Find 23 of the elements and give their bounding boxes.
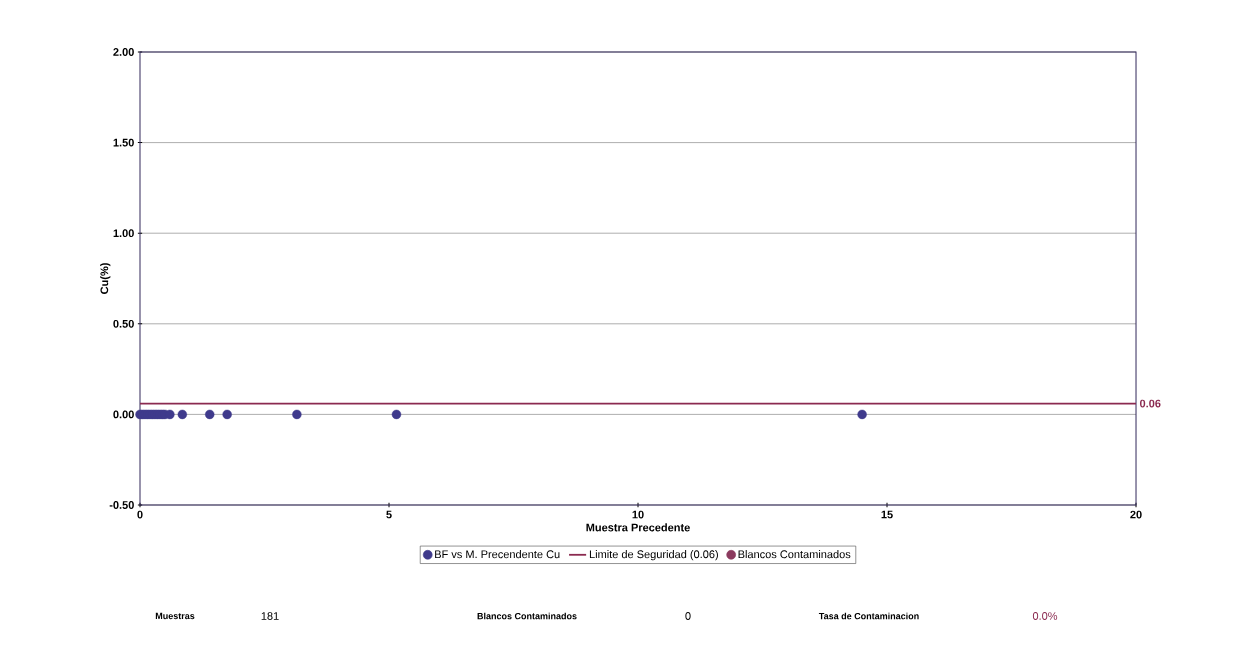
y-tick-label: 2.00 <box>113 48 134 56</box>
y-tick-label: 1.50 <box>113 138 134 147</box>
x-tick-label: 20 <box>1130 510 1142 519</box>
y-tick-label: 0.50 <box>113 319 134 328</box>
text: Blancos Contaminados <box>477 612 577 620</box>
text: Muestras <box>155 612 195 620</box>
y-tick-label: 1.00 <box>113 229 134 238</box>
y-tick-label: -0.50 <box>109 501 134 509</box>
text: 0.0% <box>1032 612 1058 620</box>
x-axis-title: Muestra Precedente <box>586 523 690 532</box>
x-tick-label: 5 <box>386 510 392 519</box>
text: 0 <box>685 612 691 620</box>
text: Tasa de Contaminacion <box>818 612 919 620</box>
text: 181 <box>261 612 279 620</box>
y-tick-label: 0.00 <box>113 410 134 419</box>
x-tick-label: 15 <box>881 510 893 519</box>
legend-label: Blancos Contaminados <box>738 550 851 559</box>
legend-label: Limite de Seguridad (0.06) <box>589 550 718 561</box>
x-tick-label: 10 <box>632 510 644 519</box>
legend-label: BF vs M. Precendente Cu <box>435 550 560 559</box>
x-tick-label: 0 <box>137 510 143 519</box>
annotation: 0.06 <box>1139 399 1161 408</box>
y-axis-title: Cu(%) <box>100 263 111 294</box>
